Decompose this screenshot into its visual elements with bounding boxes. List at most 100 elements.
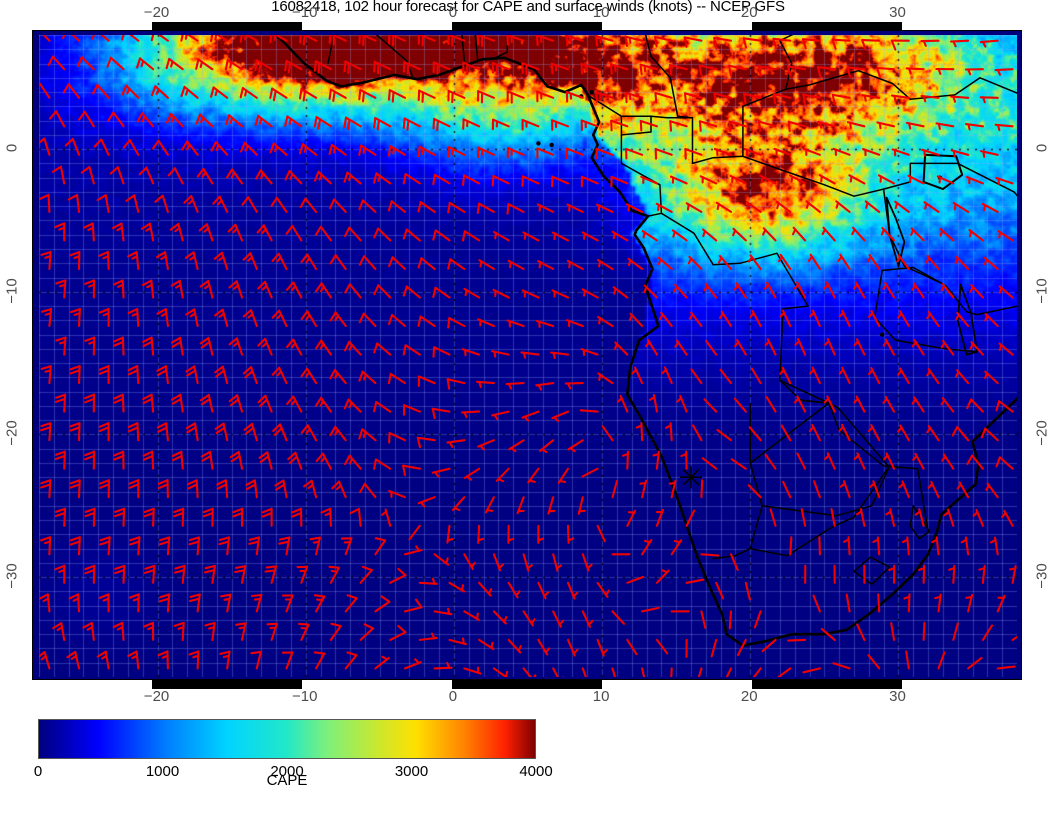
wind-barb [463,553,476,571]
wind-barb [96,194,110,213]
wind-barb [966,454,984,470]
wind-barb [966,176,984,185]
wind-barb [624,91,644,104]
wind-barb [703,282,718,299]
wind-barb [716,428,733,442]
wind-barb [648,393,658,413]
wind-barb [340,537,353,556]
wind-barb [685,202,703,213]
wind-barb [796,452,807,470]
wind-barb [299,35,318,46]
wind-barb [872,536,881,556]
wind-barb [167,167,184,185]
wind-barb [314,396,332,413]
wind-barb [733,282,747,299]
wind-barb [612,286,629,299]
wind-barb [491,62,510,76]
wind-barb [287,451,303,470]
wind-barb [54,393,67,413]
wind-barb [891,148,910,157]
wind-barb [313,116,332,130]
wind-barb [257,394,273,413]
wind-barb [216,479,229,499]
wind-barb [199,336,214,356]
wind-barb [536,147,555,159]
geo-line [909,505,931,540]
wind-barb [389,624,407,641]
x-tick-label-0: −20 [143,4,170,21]
wind-barb [621,450,630,470]
wind-barb [127,650,140,670]
wind-barb [535,382,555,391]
wind-barb [954,255,970,271]
top-axis-tickbar [32,22,1022,31]
wind-barb [685,578,705,584]
wind-barb [475,380,495,389]
wind-barb [331,480,347,499]
wind-barb [40,536,52,556]
wind-barb [877,174,896,185]
wind-barb [710,638,718,658]
wind-barb [846,66,866,78]
colorbar[interactable]: 0 1000 2000 3000 4000 [34,719,553,780]
wind-barb [76,56,95,71]
wind-barb [920,39,940,47]
wind-barb [937,651,946,670]
wind-barb [639,63,658,76]
wind-barb [664,422,673,442]
wind-barb [888,564,896,584]
wind-barb [284,115,303,128]
wind-barb [655,569,670,584]
geo-line [376,35,414,78]
wind-barb [898,480,910,499]
wind-barb [256,224,273,242]
wind-barb [417,315,436,328]
wind-barb [476,146,495,159]
wind-barb [950,149,970,158]
wind-barb [210,141,229,156]
wind-barb [492,553,505,572]
wind-barb [143,507,155,527]
wind-barb [478,638,495,651]
wind-barb [185,365,199,385]
wind-barb [106,56,125,71]
wind-barb [477,90,495,104]
wind-barb [448,581,466,593]
wind-barb [128,479,140,499]
wind-barb [195,58,214,71]
wind-barb [309,536,321,556]
wind-barb [658,311,673,328]
wind-barb [538,439,555,454]
wind-barb [328,143,347,156]
wind-barb [610,175,629,188]
wind-barb [508,439,525,453]
wind-barb [835,200,851,213]
wind-barb [219,650,231,670]
wind-barb [688,311,703,328]
island-marker [880,332,885,337]
x-tick-label-bottom-0: −20 [143,688,170,705]
wind-barb [800,508,807,527]
wind-barb [359,623,375,641]
wind-barb [80,165,95,185]
wind-barb [762,227,777,242]
wind-barb [40,422,52,442]
wind-barb [579,409,599,413]
wind-barb [433,607,453,616]
wind-barb [173,507,185,527]
wind-barb [114,564,126,584]
map-plot-area[interactable] [32,30,1022,680]
wind-barb [935,67,955,75]
x-tick-label-bottom-1: −10 [291,688,318,705]
wind-barb [867,366,881,385]
wind-barb [271,309,288,328]
colorbar-tick-0: 0 [33,763,43,780]
wind-barb [831,93,851,106]
wind-barb [905,67,925,75]
wind-barb [793,281,807,299]
wind-barb [155,251,169,271]
wind-barb [577,496,586,515]
wind-barb [491,350,510,358]
wind-barb [764,338,777,356]
wind-barb [374,537,387,556]
